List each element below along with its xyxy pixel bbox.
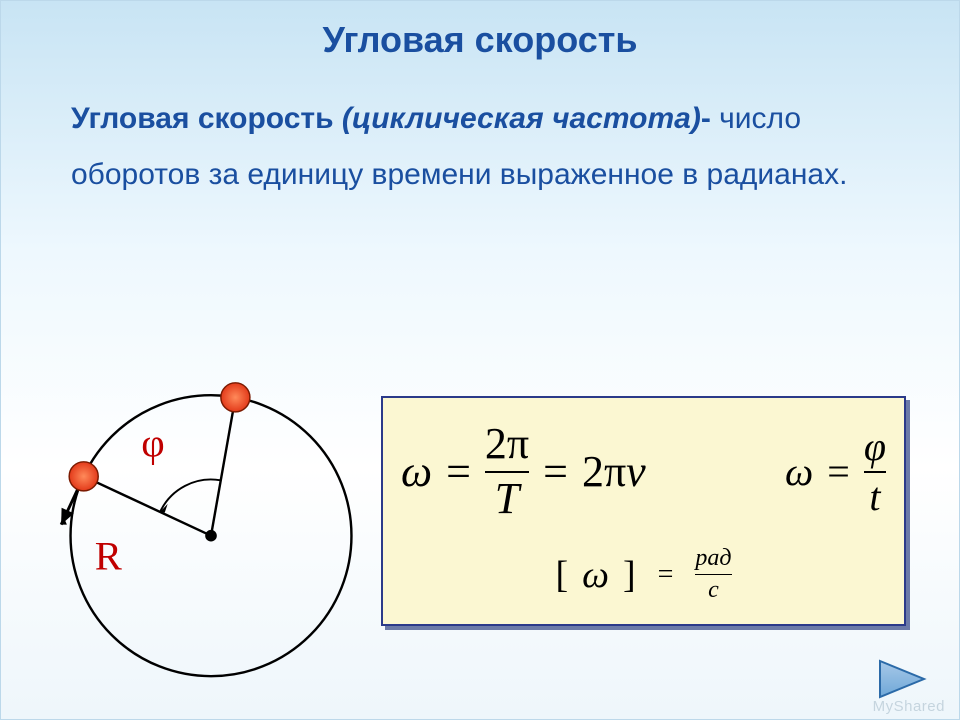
- diagram-svg: φR: [56, 361, 366, 691]
- formula-phi-t: ω = φ t: [785, 426, 886, 518]
- formula-row-units: [ ω ] = рад с: [401, 540, 886, 610]
- num-2pi: 2π: [485, 421, 529, 467]
- svg-text:φ: φ: [141, 420, 164, 465]
- num-rad: рад: [695, 546, 731, 571]
- eq-sign-3: =: [827, 448, 850, 495]
- frac-bar-3: [695, 574, 731, 575]
- slide-container: { "title": { "text": "Угловая скорость",…: [0, 0, 960, 720]
- slide-title: Угловая скорость: [1, 1, 959, 61]
- den-s: с: [708, 578, 719, 603]
- formula-row-main: ω = 2π T = 2πν ω = φ t: [401, 417, 886, 527]
- num-phi: φ: [864, 426, 886, 468]
- rbracket: ]: [623, 553, 636, 597]
- formula-box: ω = 2π T = 2πν ω = φ t: [381, 396, 906, 626]
- dash: -: [701, 102, 711, 135]
- watermark: MyShared: [873, 698, 945, 715]
- omega-sym: ω: [401, 446, 432, 497]
- frac-bar-1: [485, 471, 529, 473]
- nu-sym: ν: [626, 447, 646, 496]
- definition-text: Угловая скорость (циклическая частота)- …: [1, 61, 959, 202]
- term-italic: (циклическая частота): [342, 102, 701, 135]
- circle-diagram: φR: [56, 361, 366, 691]
- den-T: T: [495, 476, 519, 522]
- units-left: [ ω ]: [555, 553, 635, 597]
- svg-text:R: R: [95, 534, 123, 579]
- den-t: t: [869, 476, 880, 518]
- two-pi-prefix: 2π: [582, 447, 626, 496]
- frac-rad-s: рад с: [695, 546, 731, 603]
- two-pi-nu: 2πν: [582, 446, 646, 497]
- omega-sym-3: ω: [582, 553, 609, 597]
- lbracket: [: [555, 553, 568, 597]
- eq-sign-2: =: [543, 446, 568, 497]
- frac-phi-t: φ t: [864, 426, 886, 518]
- omega-sym-2: ω: [785, 448, 813, 495]
- term: Угловая скорость: [71, 102, 342, 135]
- frac-2pi-T: 2π T: [485, 421, 529, 521]
- arrow-icon: [876, 657, 931, 701]
- units-eq: =: [658, 559, 674, 591]
- eq-sign-1: =: [446, 446, 471, 497]
- next-slide-button[interactable]: [876, 657, 931, 701]
- frac-bar-2: [864, 471, 886, 473]
- formula-main: ω = 2π T = 2πν: [401, 421, 646, 521]
